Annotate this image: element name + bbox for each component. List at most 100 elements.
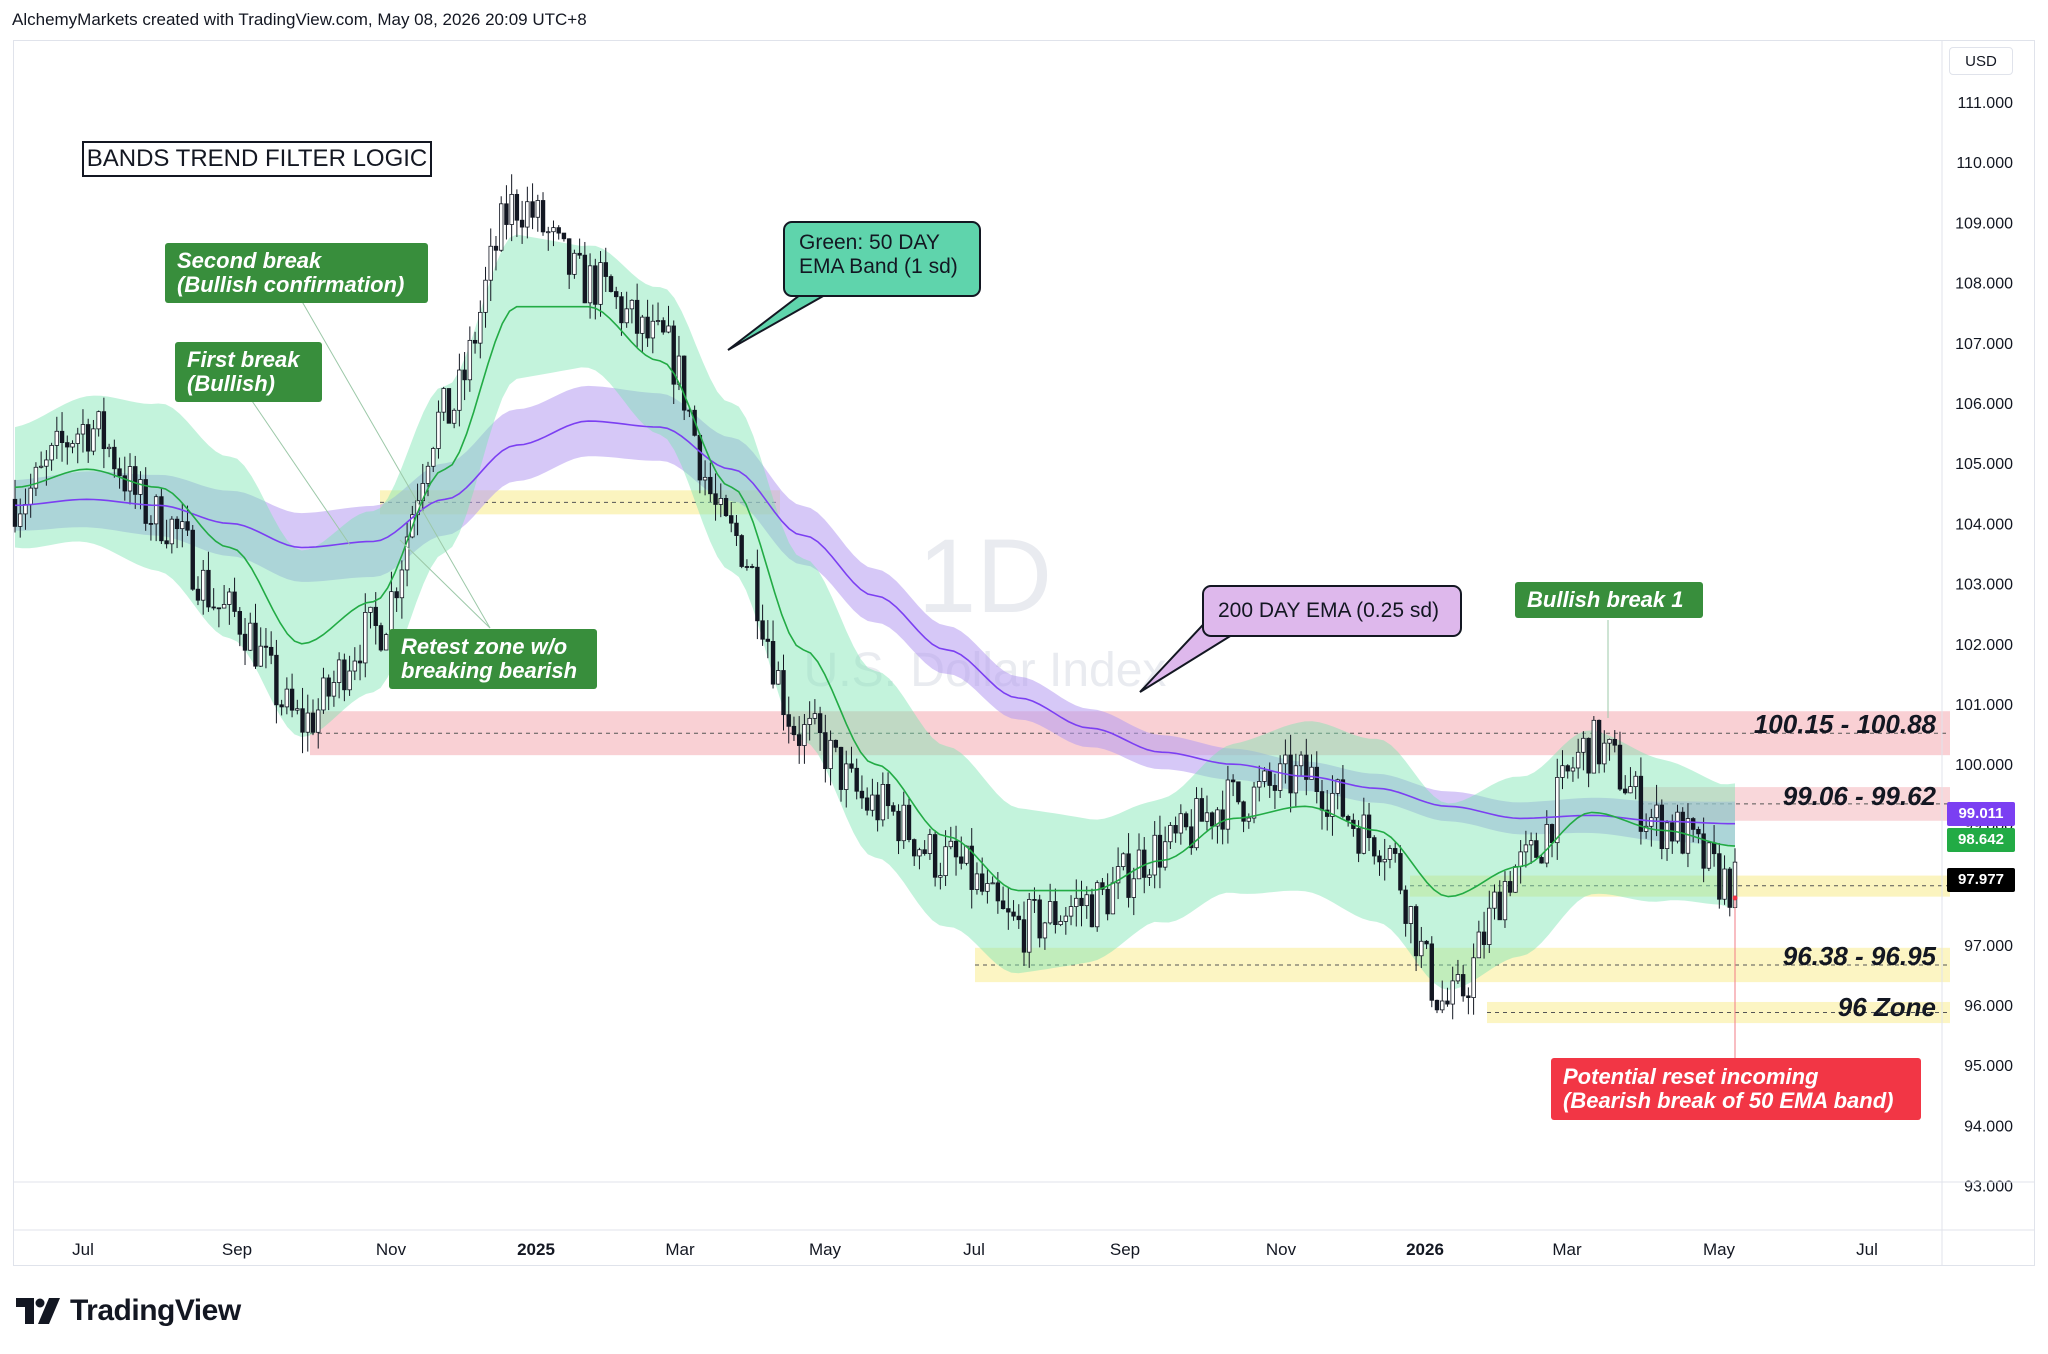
- candle: [1534, 832, 1539, 859]
- candle-body: [1659, 804, 1665, 850]
- candle-body: [1100, 882, 1105, 890]
- candle-body: [734, 522, 739, 536]
- candle-body: [1528, 840, 1534, 846]
- candle: [331, 670, 337, 707]
- candle-body: [201, 569, 206, 601]
- candle-body: [1617, 744, 1623, 790]
- candle-body: [1711, 842, 1717, 855]
- candle-body: [891, 805, 896, 812]
- candle-body: [796, 734, 802, 746]
- candle: [1387, 845, 1393, 869]
- candle: [1277, 755, 1283, 799]
- candle: [1706, 841, 1712, 872]
- candle-body: [153, 496, 159, 525]
- candle: [237, 607, 243, 647]
- candle: [1392, 842, 1398, 863]
- chart-header: AlchemyMarkets created with TradingView.…: [12, 10, 587, 29]
- candle-body: [943, 846, 948, 877]
- zone-label-3: 96.38 - 96.95: [1782, 941, 1936, 971]
- candle: [59, 412, 65, 462]
- candle-body: [713, 493, 718, 505]
- candle: [174, 516, 180, 549]
- zone-label-2: 99.06 - 99.62: [1782, 781, 1936, 811]
- candle: [1596, 719, 1602, 774]
- candle: [1466, 987, 1471, 1015]
- y-tick-label: 106.000: [1955, 396, 2013, 413]
- candle: [896, 804, 901, 855]
- ema200-line: [14, 420, 1735, 825]
- candle-body: [1502, 881, 1508, 921]
- candle: [1544, 810, 1549, 868]
- candle: [117, 457, 122, 489]
- candle-body: [1513, 866, 1518, 893]
- current-zone: [1410, 875, 1950, 897]
- candle: [744, 559, 750, 571]
- candle: [404, 522, 410, 587]
- ema50-band: [15, 234, 1735, 990]
- candle-body: [1230, 779, 1236, 783]
- candle: [624, 291, 629, 328]
- candle-body: [546, 231, 551, 234]
- y-tick-label: 95.000: [1964, 1058, 2013, 1075]
- candle-body: [1696, 828, 1701, 835]
- candle-body: [394, 591, 399, 599]
- candle-body: [1387, 848, 1393, 860]
- price-tag-ema200: 99.011: [1947, 802, 2015, 826]
- candle: [1460, 965, 1466, 1002]
- candle: [1330, 775, 1335, 836]
- candle-body: [634, 299, 640, 334]
- candle-body: [1241, 801, 1246, 822]
- x-axis[interactable]: Jul Sep Nov 2025 Mar May Jul Sep Nov 2026 Mar May Ju…: [72, 1240, 1878, 1259]
- candle-body: [1084, 894, 1089, 907]
- candle: [661, 317, 666, 335]
- candle-body: [1560, 765, 1565, 778]
- candle-body: [979, 873, 985, 892]
- candle: [1272, 773, 1278, 809]
- candle-body: [446, 388, 452, 424]
- candle: [1084, 886, 1089, 919]
- tradingview-logo[interactable]: TradingView: [16, 1294, 241, 1328]
- green-band-callout: Green: 50 DAY EMA Band (1 sd): [783, 221, 981, 297]
- candle-body: [802, 724, 807, 746]
- candle: [352, 647, 358, 681]
- candle: [185, 505, 190, 537]
- candle: [159, 488, 164, 545]
- candle: [85, 418, 91, 463]
- y-tick-label: 96.000: [1964, 998, 2013, 1015]
- candle: [1215, 807, 1220, 844]
- candle-body: [1147, 874, 1152, 878]
- candle-body: [927, 834, 933, 854]
- candle: [974, 862, 980, 895]
- candle: [211, 588, 216, 611]
- candle-body: [122, 475, 127, 492]
- currency-button[interactable]: USD: [1949, 47, 2013, 75]
- candle: [1204, 795, 1210, 831]
- candle: [1173, 816, 1178, 843]
- candle-body: [969, 845, 974, 890]
- candle-body: [509, 193, 514, 225]
- candle: [1717, 843, 1722, 909]
- candle: [1006, 887, 1011, 930]
- candle-body: [1319, 791, 1325, 811]
- candle-body: [828, 739, 833, 770]
- candle-body: [483, 279, 488, 313]
- candle: [603, 247, 608, 292]
- candle-body: [1570, 767, 1576, 772]
- zone-label-4: 96 Zone: [1837, 992, 1936, 1022]
- candle: [1121, 852, 1126, 871]
- candle-body: [342, 659, 347, 691]
- candle-body: [1089, 894, 1095, 928]
- candle-body: [629, 299, 635, 310]
- candle-body: [1016, 915, 1021, 921]
- candle: [723, 494, 729, 517]
- candle-body: [995, 882, 1001, 902]
- x-tick-label: Jul: [963, 1240, 985, 1259]
- candle: [195, 576, 201, 606]
- candle-body: [530, 201, 535, 218]
- candle-body: [1523, 844, 1529, 853]
- candle: [1398, 845, 1403, 895]
- candle: [1079, 880, 1084, 927]
- candle: [817, 706, 823, 751]
- candle: [530, 183, 535, 230]
